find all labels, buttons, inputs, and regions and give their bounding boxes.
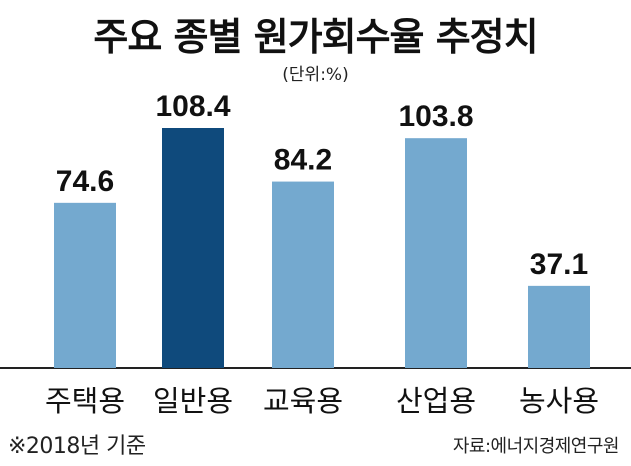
category-label-1: 일반용 bbox=[153, 384, 233, 418]
unit-label: (단위:%) bbox=[282, 65, 349, 85]
bar-3 bbox=[405, 138, 467, 368]
value-label-4: 37.1 bbox=[530, 248, 588, 281]
source-label: 자료:에너지경제연구원 bbox=[452, 436, 620, 457]
bar-2 bbox=[272, 181, 334, 368]
value-label-0: 74.6 bbox=[56, 165, 114, 198]
value-label-3: 103.8 bbox=[398, 100, 473, 133]
category-label-0: 주택용 bbox=[45, 384, 125, 418]
bar-0 bbox=[54, 202, 116, 368]
footnote: ※2018년 기준 bbox=[8, 434, 146, 459]
bar-4 bbox=[528, 285, 590, 368]
category-label-2: 교육용 bbox=[263, 384, 343, 418]
bar-1 bbox=[162, 128, 224, 368]
chart-title: 주요 종별 원가회수율 추정치 bbox=[93, 15, 538, 59]
category-label-4: 농사용 bbox=[519, 384, 599, 418]
value-label-1: 108.4 bbox=[155, 90, 230, 123]
value-label-2: 84.2 bbox=[274, 144, 332, 177]
category-label-3: 산업용 bbox=[396, 384, 476, 418]
